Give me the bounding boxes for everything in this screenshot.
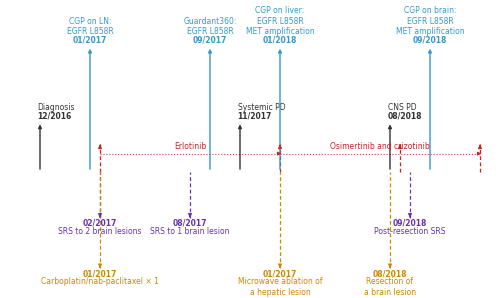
Text: 09/2018: 09/2018 xyxy=(393,219,427,228)
Text: Microwave ablation of
a hepatic lesion: Microwave ablation of a hepatic lesion xyxy=(238,277,322,297)
Text: 09/2018: 09/2018 xyxy=(413,36,447,45)
Text: 09/2017: 09/2017 xyxy=(193,36,227,45)
Text: 01/2018: 01/2018 xyxy=(263,36,297,45)
Text: CGP on brain:
EGFR L858R
MET amplification: CGP on brain: EGFR L858R MET amplificati… xyxy=(396,7,464,36)
Text: CGP on liver:
EGFR L858R
MET amplification: CGP on liver: EGFR L858R MET amplificati… xyxy=(246,7,314,36)
Text: 08/2018: 08/2018 xyxy=(388,111,422,120)
Text: 02/2017: 02/2017 xyxy=(83,219,117,228)
Text: Guardant360:
EGFR L858R: Guardant360: EGFR L858R xyxy=(184,17,236,36)
Text: Erlotinib: Erlotinib xyxy=(174,142,206,151)
Text: Osimertinib and crizotinib: Osimertinib and crizotinib xyxy=(330,142,430,151)
Text: 01/2017: 01/2017 xyxy=(73,36,107,45)
Text: 11/2017: 11/2017 xyxy=(238,111,272,120)
Text: SRS to 2 brain lesions: SRS to 2 brain lesions xyxy=(58,227,142,236)
Text: 08/2018: 08/2018 xyxy=(373,269,407,278)
Text: 08/2017: 08/2017 xyxy=(173,219,208,228)
Text: SRS to 1 brain lesion: SRS to 1 brain lesion xyxy=(150,227,230,236)
Text: 01/2017: 01/2017 xyxy=(83,269,117,278)
Text: Systemic PD: Systemic PD xyxy=(238,103,285,112)
Text: CGP on LN:
EGFR L858R: CGP on LN: EGFR L858R xyxy=(66,17,114,36)
Text: Carboplatin/nab-paclitaxel × 1: Carboplatin/nab-paclitaxel × 1 xyxy=(41,277,159,286)
Text: Post-resection SRS: Post-resection SRS xyxy=(374,227,446,236)
Text: CNS PD: CNS PD xyxy=(388,103,416,112)
Text: Resection of
a brain lesion: Resection of a brain lesion xyxy=(364,277,416,297)
Text: Diagnosis: Diagnosis xyxy=(38,103,75,112)
Text: 01/2017: 01/2017 xyxy=(263,269,297,278)
Text: 12/2016: 12/2016 xyxy=(38,111,72,120)
